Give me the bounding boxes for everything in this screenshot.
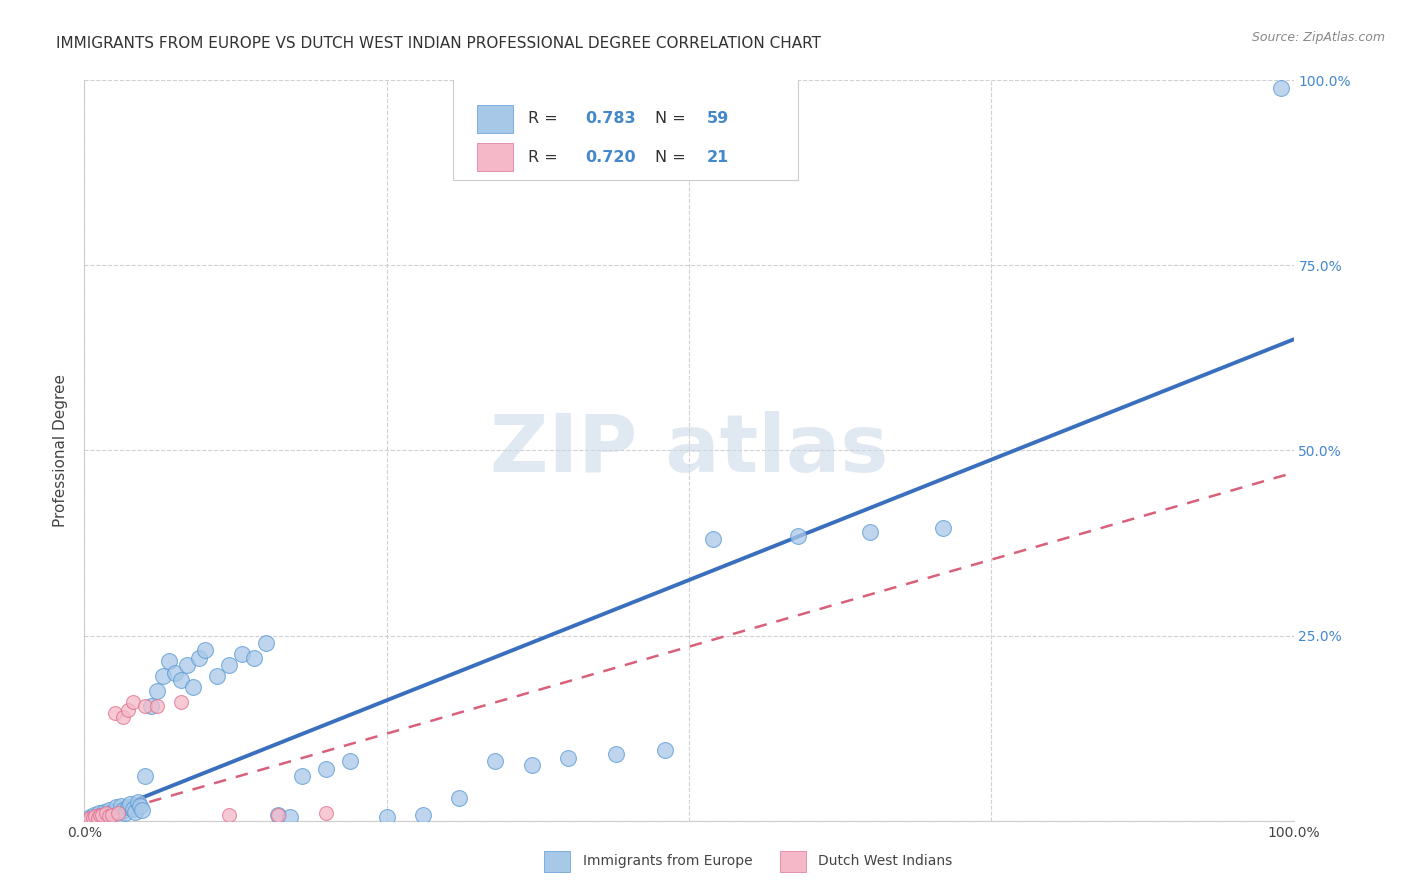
Point xyxy=(97,809,120,823)
Point xyxy=(93,805,115,819)
Text: N =: N = xyxy=(655,150,690,165)
Point xyxy=(134,698,156,713)
Point xyxy=(375,810,398,824)
Point xyxy=(104,800,127,814)
Point xyxy=(94,807,117,822)
FancyBboxPatch shape xyxy=(544,851,571,871)
Point xyxy=(131,803,153,817)
Y-axis label: Professional Degree: Professional Degree xyxy=(53,374,69,527)
Text: 0.720: 0.720 xyxy=(586,150,637,165)
Text: R =: R = xyxy=(527,150,562,165)
Point xyxy=(254,636,277,650)
Point xyxy=(86,812,108,826)
Point xyxy=(194,643,217,657)
Point xyxy=(702,533,724,547)
Point xyxy=(278,810,301,824)
Point xyxy=(231,647,253,661)
Point xyxy=(146,698,169,713)
Text: 0.783: 0.783 xyxy=(586,112,637,126)
Point xyxy=(86,811,108,825)
Point xyxy=(315,806,337,821)
Point xyxy=(112,803,135,817)
FancyBboxPatch shape xyxy=(780,851,806,871)
Point xyxy=(165,665,187,680)
Point xyxy=(87,806,110,821)
Point xyxy=(932,521,955,535)
Point xyxy=(110,798,132,813)
Point xyxy=(339,755,361,769)
Point xyxy=(82,812,104,826)
Point xyxy=(188,650,211,665)
Point xyxy=(82,812,104,826)
Point xyxy=(79,810,101,824)
Point xyxy=(117,703,139,717)
Point xyxy=(98,806,121,821)
Point xyxy=(218,658,240,673)
Point xyxy=(91,807,114,822)
Text: Immigrants from Europe: Immigrants from Europe xyxy=(582,855,752,868)
Point xyxy=(484,755,506,769)
Text: Dutch West Indians: Dutch West Indians xyxy=(818,855,953,868)
Point xyxy=(146,684,169,698)
Text: Source: ZipAtlas.com: Source: ZipAtlas.com xyxy=(1251,31,1385,45)
Point xyxy=(121,695,143,709)
Point xyxy=(121,802,143,816)
Point xyxy=(83,807,105,822)
Point xyxy=(181,681,204,695)
Point xyxy=(654,743,676,757)
Point xyxy=(77,812,100,826)
Point xyxy=(89,809,111,823)
Point xyxy=(127,795,149,809)
Point xyxy=(89,808,111,822)
Point xyxy=(91,811,114,825)
FancyBboxPatch shape xyxy=(453,78,797,180)
FancyBboxPatch shape xyxy=(477,104,513,133)
Point xyxy=(94,806,117,821)
Point xyxy=(97,803,120,817)
Point xyxy=(117,800,139,814)
Point xyxy=(242,650,264,665)
Point xyxy=(152,669,174,683)
Point xyxy=(101,808,124,822)
Point xyxy=(412,808,434,822)
Point xyxy=(207,669,229,683)
Point xyxy=(124,805,146,819)
Point xyxy=(267,807,290,822)
Point xyxy=(79,811,101,825)
Point xyxy=(114,806,136,821)
Point xyxy=(218,807,240,822)
Text: 59: 59 xyxy=(707,112,728,126)
Point xyxy=(1270,80,1292,95)
Text: IMMIGRANTS FROM EUROPE VS DUTCH WEST INDIAN PROFESSIONAL DEGREE CORRELATION CHAR: IMMIGRANTS FROM EUROPE VS DUTCH WEST IND… xyxy=(56,36,821,51)
Point xyxy=(107,806,129,821)
Point xyxy=(170,695,193,709)
Point xyxy=(107,810,129,824)
Point xyxy=(557,750,579,764)
Point xyxy=(84,809,107,823)
Point xyxy=(786,528,808,542)
Text: ZIP atlas: ZIP atlas xyxy=(489,411,889,490)
Point xyxy=(112,710,135,724)
Point xyxy=(176,658,198,673)
Point xyxy=(315,762,337,776)
Point xyxy=(120,797,142,812)
Point xyxy=(139,698,162,713)
Point xyxy=(859,524,882,539)
Point xyxy=(104,804,127,818)
Point xyxy=(157,655,180,669)
Point xyxy=(291,769,314,783)
Point xyxy=(129,798,152,813)
Point xyxy=(267,808,290,822)
Text: N =: N = xyxy=(655,112,690,126)
Point xyxy=(520,758,543,772)
Point xyxy=(104,706,127,721)
Point xyxy=(101,807,124,822)
Point xyxy=(134,769,156,783)
Point xyxy=(605,747,627,761)
Text: 21: 21 xyxy=(707,150,728,165)
Text: R =: R = xyxy=(527,112,562,126)
Point xyxy=(449,791,471,805)
FancyBboxPatch shape xyxy=(477,143,513,171)
Point xyxy=(170,673,193,687)
